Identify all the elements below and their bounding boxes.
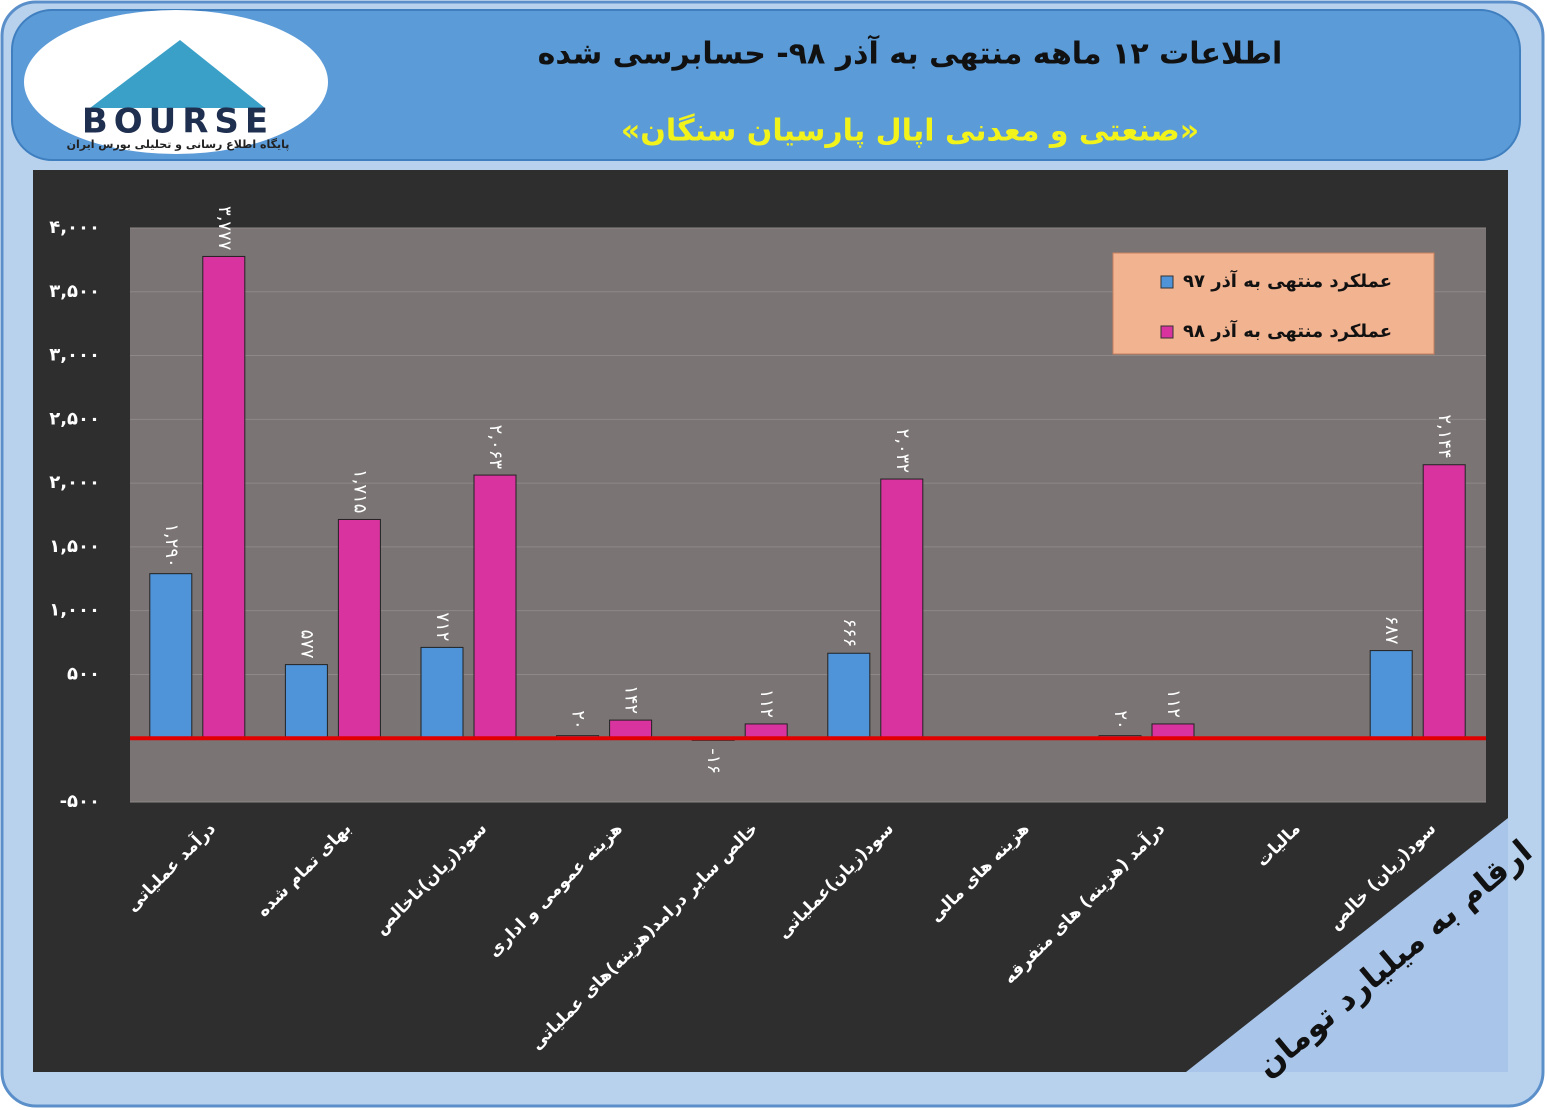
value-label: ۲۰ xyxy=(568,710,589,729)
y-tick-label: ۲,۰۰۰ xyxy=(49,472,100,493)
value-label: ۱۱۲ xyxy=(756,689,777,718)
y-tick-label: ۲,۵۰۰ xyxy=(49,408,100,429)
chart-title: اطلاعات ۱۲ ماهه منتهی به آذر ۹۸- حسابرسی… xyxy=(538,35,1283,72)
legend-label: عملکرد منتهی به آذر ۹۸ xyxy=(1183,319,1392,342)
y-tick-label: ۱,۵۰۰ xyxy=(49,536,100,557)
y-tick-label: ۳,۰۰۰ xyxy=(49,345,100,366)
note-corner xyxy=(1186,818,1508,1072)
bar xyxy=(473,474,517,739)
bar xyxy=(284,664,328,739)
value-label: ۲,۱۴۴ xyxy=(1434,414,1455,458)
legend-label: عملکرد منتهی به آذر ۹۷ xyxy=(1183,269,1392,292)
y-tick-label: ۴,۰۰۰ xyxy=(49,217,100,238)
logo-mark xyxy=(90,40,265,108)
y-tick-label: ۳,۵۰۰ xyxy=(49,281,100,302)
value-label: ۱۴۲ xyxy=(621,685,642,714)
y-tick-label: ۵۰۰ xyxy=(67,663,100,684)
y-tick-label: -۵۰۰ xyxy=(60,791,100,812)
header xyxy=(11,9,1521,161)
bar xyxy=(420,646,464,739)
bar xyxy=(337,518,381,739)
value-label: ۱۱۲ xyxy=(1163,689,1184,718)
value-label: ۲,۰۶۳ xyxy=(485,425,506,470)
logo-caption: پایگاه اطلاع رسانی و تحلیلی بورس ایران xyxy=(67,138,290,151)
bar xyxy=(1369,650,1413,739)
value-label: ۶۸۷ xyxy=(1381,616,1402,645)
legend-marker xyxy=(1160,275,1174,289)
value-label: ۳,۷۷۷ xyxy=(214,206,235,251)
chart-subtitle: «صنعتی و معدنی اپال پارسیان سنگان» xyxy=(621,113,1199,149)
bar xyxy=(1422,464,1466,739)
bar xyxy=(1151,723,1195,739)
bar xyxy=(827,652,871,739)
bar xyxy=(880,478,924,739)
bar xyxy=(609,719,653,739)
legend-marker xyxy=(1160,325,1174,339)
value-label: ۵۷۷ xyxy=(296,630,317,659)
value-label: ۱,۷۱۵ xyxy=(349,469,370,513)
y-tick-label: ۱,۰۰۰ xyxy=(49,600,100,621)
bar xyxy=(202,255,246,739)
value-label: ۲۰ xyxy=(1110,710,1131,729)
value-label: ۲,۰۳۲ xyxy=(892,429,913,473)
logo-text: BOURSE xyxy=(82,102,274,142)
value-label: ۶۶۶ xyxy=(839,618,860,647)
value-label: ۱,۲۹۰ xyxy=(161,523,182,567)
bar xyxy=(149,573,193,739)
bar xyxy=(744,723,788,739)
value-label: -۱۶ xyxy=(703,748,724,774)
value-label: ۷۱۲ xyxy=(432,612,453,641)
